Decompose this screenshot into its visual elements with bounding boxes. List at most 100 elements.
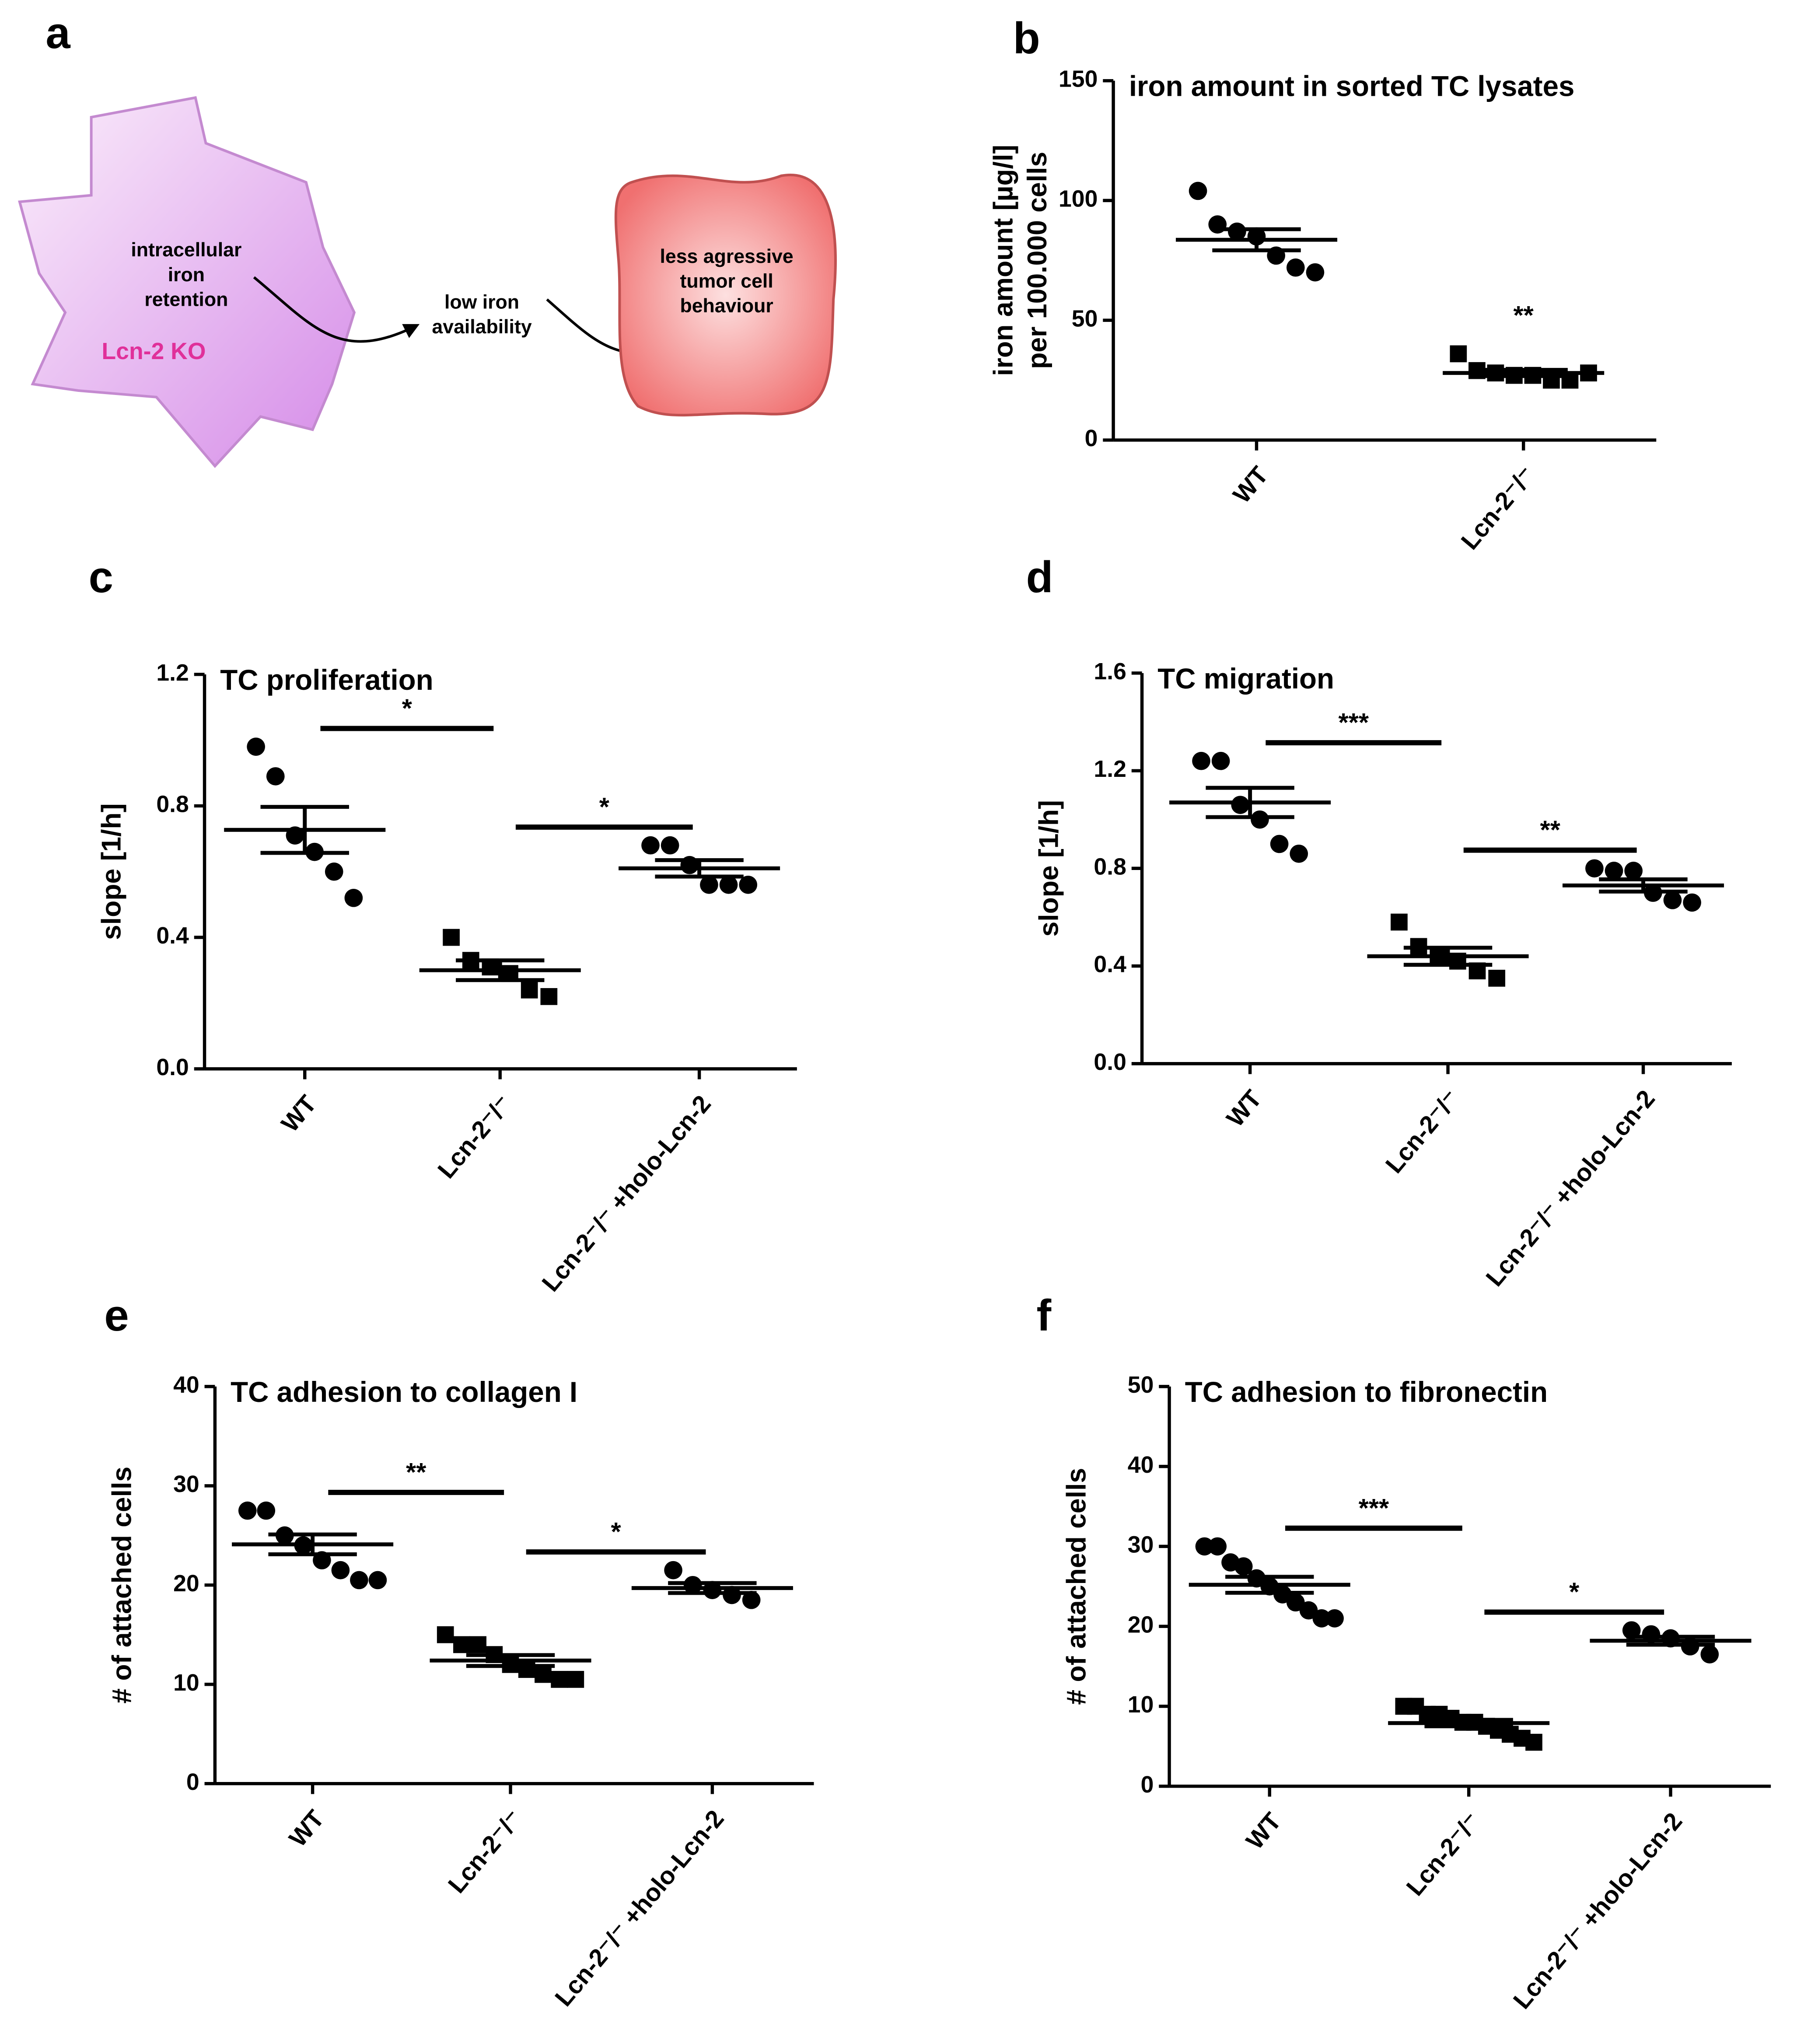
x-tick-label: Lcn-2⁻/⁻ [1401, 1807, 1486, 1901]
data-point [1286, 1593, 1305, 1612]
data-point [1299, 1601, 1318, 1620]
data-point [257, 1501, 276, 1520]
data-point [368, 1571, 387, 1590]
cell-text: intracellular [131, 239, 241, 261]
data-point [567, 1671, 584, 1688]
y-tick-label: 50 [1072, 306, 1098, 332]
cell-text: iron [168, 264, 205, 286]
chart: c TC proliferation slope [1/h] 0.0 0.4 0.8 1.2… [89, 552, 797, 1296]
data-point [1231, 796, 1250, 814]
y-tick-label: 0 [1141, 1772, 1154, 1798]
chart: e TC adhesion to collagen I # of attached … [104, 1291, 814, 2011]
y-axis-label: iron amount [µg/l] [988, 145, 1019, 376]
data-point [1525, 1733, 1542, 1751]
data-point [1251, 810, 1269, 829]
y-axis-label: # of attached cells [107, 1467, 137, 1704]
significance-label: * [402, 694, 413, 723]
significance-label: * [611, 1517, 622, 1546]
y-axis-label: slope [1/h] [96, 803, 127, 940]
data-point [1306, 263, 1325, 282]
data-point [1700, 1645, 1719, 1663]
data-point [325, 862, 343, 881]
panel-letter: c [89, 552, 113, 602]
y-tick-label: 0.0 [156, 1055, 189, 1080]
diagram: a intracellular iron retention Lcn-2 KO … [18, 8, 837, 468]
data-point [1234, 1557, 1253, 1576]
chart-title: TC migration [1157, 663, 1334, 695]
y-axis-label: slope [1/h] [1034, 800, 1064, 937]
tumor-text: less agressive [660, 246, 794, 267]
y-tick-label: 10 [173, 1670, 199, 1696]
chart-title: TC proliferation [220, 664, 433, 696]
data-point [453, 1636, 470, 1653]
x-tick-label: Lcn-2⁻/⁻ [1380, 1085, 1465, 1178]
data-point [742, 1591, 761, 1609]
data-point [331, 1561, 350, 1579]
y-tick-label: 40 [173, 1372, 199, 1398]
x-tick-label: Lcn-2⁻/⁻ +holo-Lcn-2 [1508, 1807, 1688, 2014]
panel-letter: e [104, 1291, 129, 1340]
data-point [469, 1636, 486, 1653]
data-point [443, 929, 460, 946]
cell-shape [18, 96, 356, 468]
y-axis-label: per 100.000 cells [1022, 152, 1052, 369]
data-point [739, 875, 758, 894]
significance-label: * [599, 792, 610, 821]
y-tick-label: 40 [1128, 1452, 1154, 1478]
data-point [521, 981, 538, 999]
y-tick-label: 100 [1059, 186, 1098, 212]
data-point [535, 1666, 552, 1683]
data-point [551, 1671, 568, 1688]
y-tick-label: 30 [1128, 1532, 1154, 1558]
data-point [1325, 1609, 1344, 1628]
significance-label: *** [1359, 1493, 1389, 1523]
data-point [1286, 258, 1305, 277]
data-point [1663, 891, 1682, 909]
data-point [1195, 1537, 1214, 1556]
significance-label: ** [1540, 815, 1561, 845]
chart: b iron amount in sorted TC lysates iron am… [988, 14, 1657, 555]
x-tick-label: Lcn-2⁻/⁻ [443, 1805, 528, 1898]
data-point [1192, 751, 1210, 770]
data-point [540, 988, 558, 1005]
data-point [1228, 222, 1246, 241]
y-axis-label: # of attached cells [1061, 1468, 1091, 1705]
x-tick-label: Lcn-2⁻/⁻ +holo-Lcn-2 [549, 1805, 729, 2011]
y-tick-label: 0 [1085, 426, 1098, 451]
y-tick-label: 0.8 [1094, 854, 1126, 880]
y-tick-label: 0.4 [1094, 952, 1126, 978]
significance-label: * [1569, 1577, 1580, 1607]
arrow [253, 276, 420, 343]
significance-label: ** [406, 1457, 427, 1487]
data-point [1488, 970, 1506, 987]
data-point [247, 737, 265, 756]
data-point [437, 1626, 454, 1643]
y-tick-label: 20 [1128, 1612, 1154, 1638]
data-point [1585, 859, 1604, 878]
y-tick-label: 1.2 [156, 660, 189, 686]
y-tick-label: 0 [186, 1769, 199, 1795]
x-tick-label: WT [283, 1805, 329, 1852]
significance-label: ** [1514, 300, 1534, 330]
chart-title: TC adhesion to collagen I [231, 1376, 577, 1408]
data-point [1450, 345, 1467, 363]
panel-letter: b [1013, 14, 1040, 63]
middle-text: availability [432, 316, 531, 338]
y-tick-label: 1.2 [1094, 756, 1126, 782]
chart-title: iron amount in sorted TC lysates [1129, 70, 1575, 102]
x-tick-label: Lcn-2⁻/⁻ +holo-Lcn-2 [1480, 1085, 1660, 1291]
data-point [1312, 1609, 1331, 1628]
data-point [266, 767, 285, 786]
tumor-text: behaviour [680, 295, 773, 317]
data-point [1211, 751, 1230, 770]
significance-label: *** [1339, 708, 1369, 737]
middle-text: low iron [444, 291, 519, 313]
data-point [723, 1586, 741, 1604]
panel-letter: d [1026, 552, 1053, 602]
chart: f TC adhesion to fibronectin # of attached… [1037, 1291, 1771, 2014]
data-point [344, 889, 363, 907]
data-point [1683, 893, 1701, 912]
chart-title: TC adhesion to fibronectin [1185, 1376, 1548, 1408]
data-point [719, 875, 738, 894]
